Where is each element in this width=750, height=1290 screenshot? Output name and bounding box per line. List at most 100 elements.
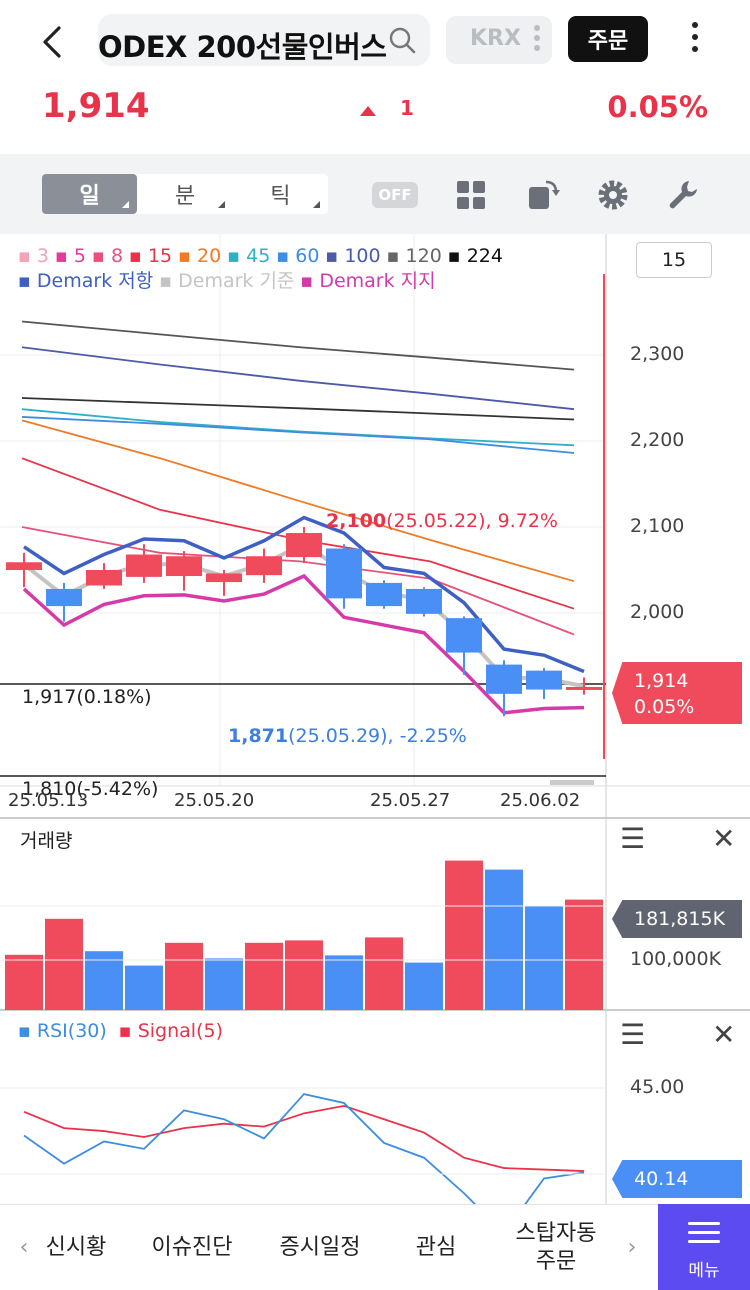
period-minute-tab[interactable]: 분 xyxy=(137,174,232,214)
volume-bar xyxy=(245,942,283,1010)
nav-item-stop-order-line1: 스탑자동 xyxy=(515,1221,597,1246)
order-button[interactable]: 주문 xyxy=(568,16,648,62)
candle-body xyxy=(446,618,482,653)
ma-line xyxy=(21,419,575,583)
chevron-left-icon xyxy=(43,26,61,58)
candle-body xyxy=(126,554,162,577)
ma-legend-item: ▪ 100 xyxy=(325,245,381,267)
current-price-label-value: 1,914 xyxy=(634,670,689,692)
nav-prev-icon[interactable]: ‹ xyxy=(19,1235,29,1260)
close-icon[interactable]: ✕ xyxy=(712,822,736,855)
volume-bar xyxy=(565,899,603,1010)
layout-icon[interactable] xyxy=(454,178,488,212)
ma-line xyxy=(21,408,575,447)
hamburger-icon[interactable]: ☰ xyxy=(620,1018,646,1051)
volume-bar xyxy=(165,942,203,1010)
more-dots-icon xyxy=(534,25,540,55)
period-day-tab[interactable]: 일 xyxy=(42,174,138,214)
candle-body xyxy=(406,588,442,614)
menu-icon xyxy=(688,1222,720,1249)
period-tick-tab[interactable]: 틱 xyxy=(233,174,328,214)
x-tick-label: 25.06.02 xyxy=(500,790,581,811)
ma-legend-item: ▪ 45 xyxy=(227,245,271,267)
ma-legend: ▪ 3 ▪ 5 ▪ 8 ▪ 15 ▪ 20 ▪ 45 ▪ 60 ▪ 100 ▪ 120 ▪ 224… xyxy=(18,244,509,294)
demark-legend-item: ▪ Demark 저항 xyxy=(18,270,154,292)
candle-body xyxy=(366,582,402,607)
nav-item-market[interactable]: 신시황 xyxy=(45,1235,107,1260)
back-button[interactable] xyxy=(30,20,74,64)
high-annotation: 2,100(25.05.22), 9.72% xyxy=(326,510,558,532)
hamburger-icon[interactable]: ☰ xyxy=(620,822,646,855)
high-annotation-value: 2,100 xyxy=(326,510,387,532)
x-tick-label: 25.05.20 xyxy=(174,790,255,811)
volume-bar xyxy=(405,962,443,1010)
candle-body xyxy=(246,556,282,576)
rsi-legend: ▪ RSI(30) ▪ Signal(5) xyxy=(18,1020,235,1042)
off-toggle[interactable]: OFF xyxy=(372,182,418,208)
high-annotation-detail: (25.05.22), 9.72% xyxy=(386,510,558,532)
hline-label: 1,917(0.18%) xyxy=(22,686,152,708)
ma-legend-item: ▪ 20 xyxy=(178,245,222,267)
nav-item-stop-order-line2: 주문 xyxy=(535,1249,577,1274)
candle-body xyxy=(526,670,562,690)
current-price-label-percent: 0.05% xyxy=(634,696,695,718)
volume-bar xyxy=(125,965,163,1010)
volume-bar xyxy=(285,940,323,1010)
volume-current-label: 181,815K xyxy=(612,900,742,938)
close-icon[interactable]: ✕ xyxy=(712,1018,736,1051)
demark-support-line xyxy=(22,573,585,715)
search-icon[interactable] xyxy=(388,26,416,54)
stock-search-box[interactable]: ODEX 200선물인버스 xyxy=(98,14,430,66)
demark-legend-item: ▪ Demark 지지 xyxy=(300,270,436,292)
demark-legend-row: ▪ Demark 저항 ▪ Demark 기준 ▪ Demark 지지 xyxy=(18,269,509,294)
ma-legend-item: ▪ 224 xyxy=(447,245,503,267)
ma-legend-item: ▪ 8 xyxy=(92,245,124,267)
nav-item-watchlist[interactable]: 관심 xyxy=(415,1235,457,1260)
low-annotation-detail: (25.05.29), -2.25% xyxy=(288,725,467,747)
candle-body xyxy=(86,570,122,586)
y-tick-label: 2,100 xyxy=(630,515,685,537)
more-menu-icon[interactable] xyxy=(688,22,702,58)
scroll-thumb xyxy=(550,780,594,785)
y-tick-label: 2,000 xyxy=(630,601,685,623)
settings-icon[interactable] xyxy=(596,178,630,212)
demark-legend-item: ▪ Demark 기준 xyxy=(159,270,295,292)
volume-bar xyxy=(365,937,403,1010)
nav-item-stop-order[interactable]: 스탑자동 주문 xyxy=(500,1205,612,1290)
period-selector: 일 분 틱 xyxy=(42,174,328,214)
volume-bar xyxy=(525,906,563,1010)
volume-panel-title: 거래량 xyxy=(20,830,73,852)
candle-body xyxy=(6,562,42,570)
y-tick-label: 2,300 xyxy=(630,343,685,365)
ma-period-input[interactable]: 15 xyxy=(636,242,712,278)
volume-bar xyxy=(445,860,483,1010)
bottom-line-label: 1,810(-5.42%) xyxy=(22,778,159,800)
ma-line xyxy=(21,397,575,421)
rotate-icon[interactable] xyxy=(526,178,560,212)
ma-line xyxy=(21,526,575,636)
nav-item-issue[interactable]: 이슈진단 xyxy=(151,1235,233,1260)
volume-bar xyxy=(325,955,363,1010)
bottom-nav: ‹ 신시황 이슈진단 증시일정 관심 스탑자동 주문 › xyxy=(0,1204,750,1290)
ma-legend-item: ▪ 5 xyxy=(55,245,87,267)
current-price-label: 1,914 0.05% xyxy=(612,662,742,724)
rsi-y-tick: 45.00 xyxy=(630,1076,685,1098)
menu-button[interactable]: 메뉴 xyxy=(658,1204,750,1290)
nav-item-calendar[interactable]: 증시일정 xyxy=(279,1235,361,1260)
rsi-line xyxy=(23,1093,585,1204)
rsi-current-label: 40.14 xyxy=(612,1160,742,1198)
ma-line xyxy=(21,416,575,454)
volume-bar xyxy=(485,869,523,1010)
demark-resistance-line xyxy=(23,515,585,674)
candle-body xyxy=(566,686,602,690)
ma-legend-row: ▪ 3 ▪ 5 ▪ 8 ▪ 15 ▪ 20 ▪ 45 ▪ 60 ▪ 100 ▪ 120 ▪ 224 xyxy=(18,244,509,269)
volume-bar xyxy=(5,954,43,1010)
rsi-legend-item: ▪ Signal(5) xyxy=(118,1020,223,1042)
wrench-icon[interactable] xyxy=(666,178,700,212)
y-tick-label: 2,200 xyxy=(630,429,685,451)
candle-body xyxy=(486,664,522,694)
price-chart[interactable] xyxy=(0,234,750,1204)
exchange-selector[interactable]: KRX xyxy=(446,16,552,64)
exchange-label: KRX xyxy=(470,26,521,51)
nav-next-icon[interactable]: › xyxy=(627,1235,637,1260)
